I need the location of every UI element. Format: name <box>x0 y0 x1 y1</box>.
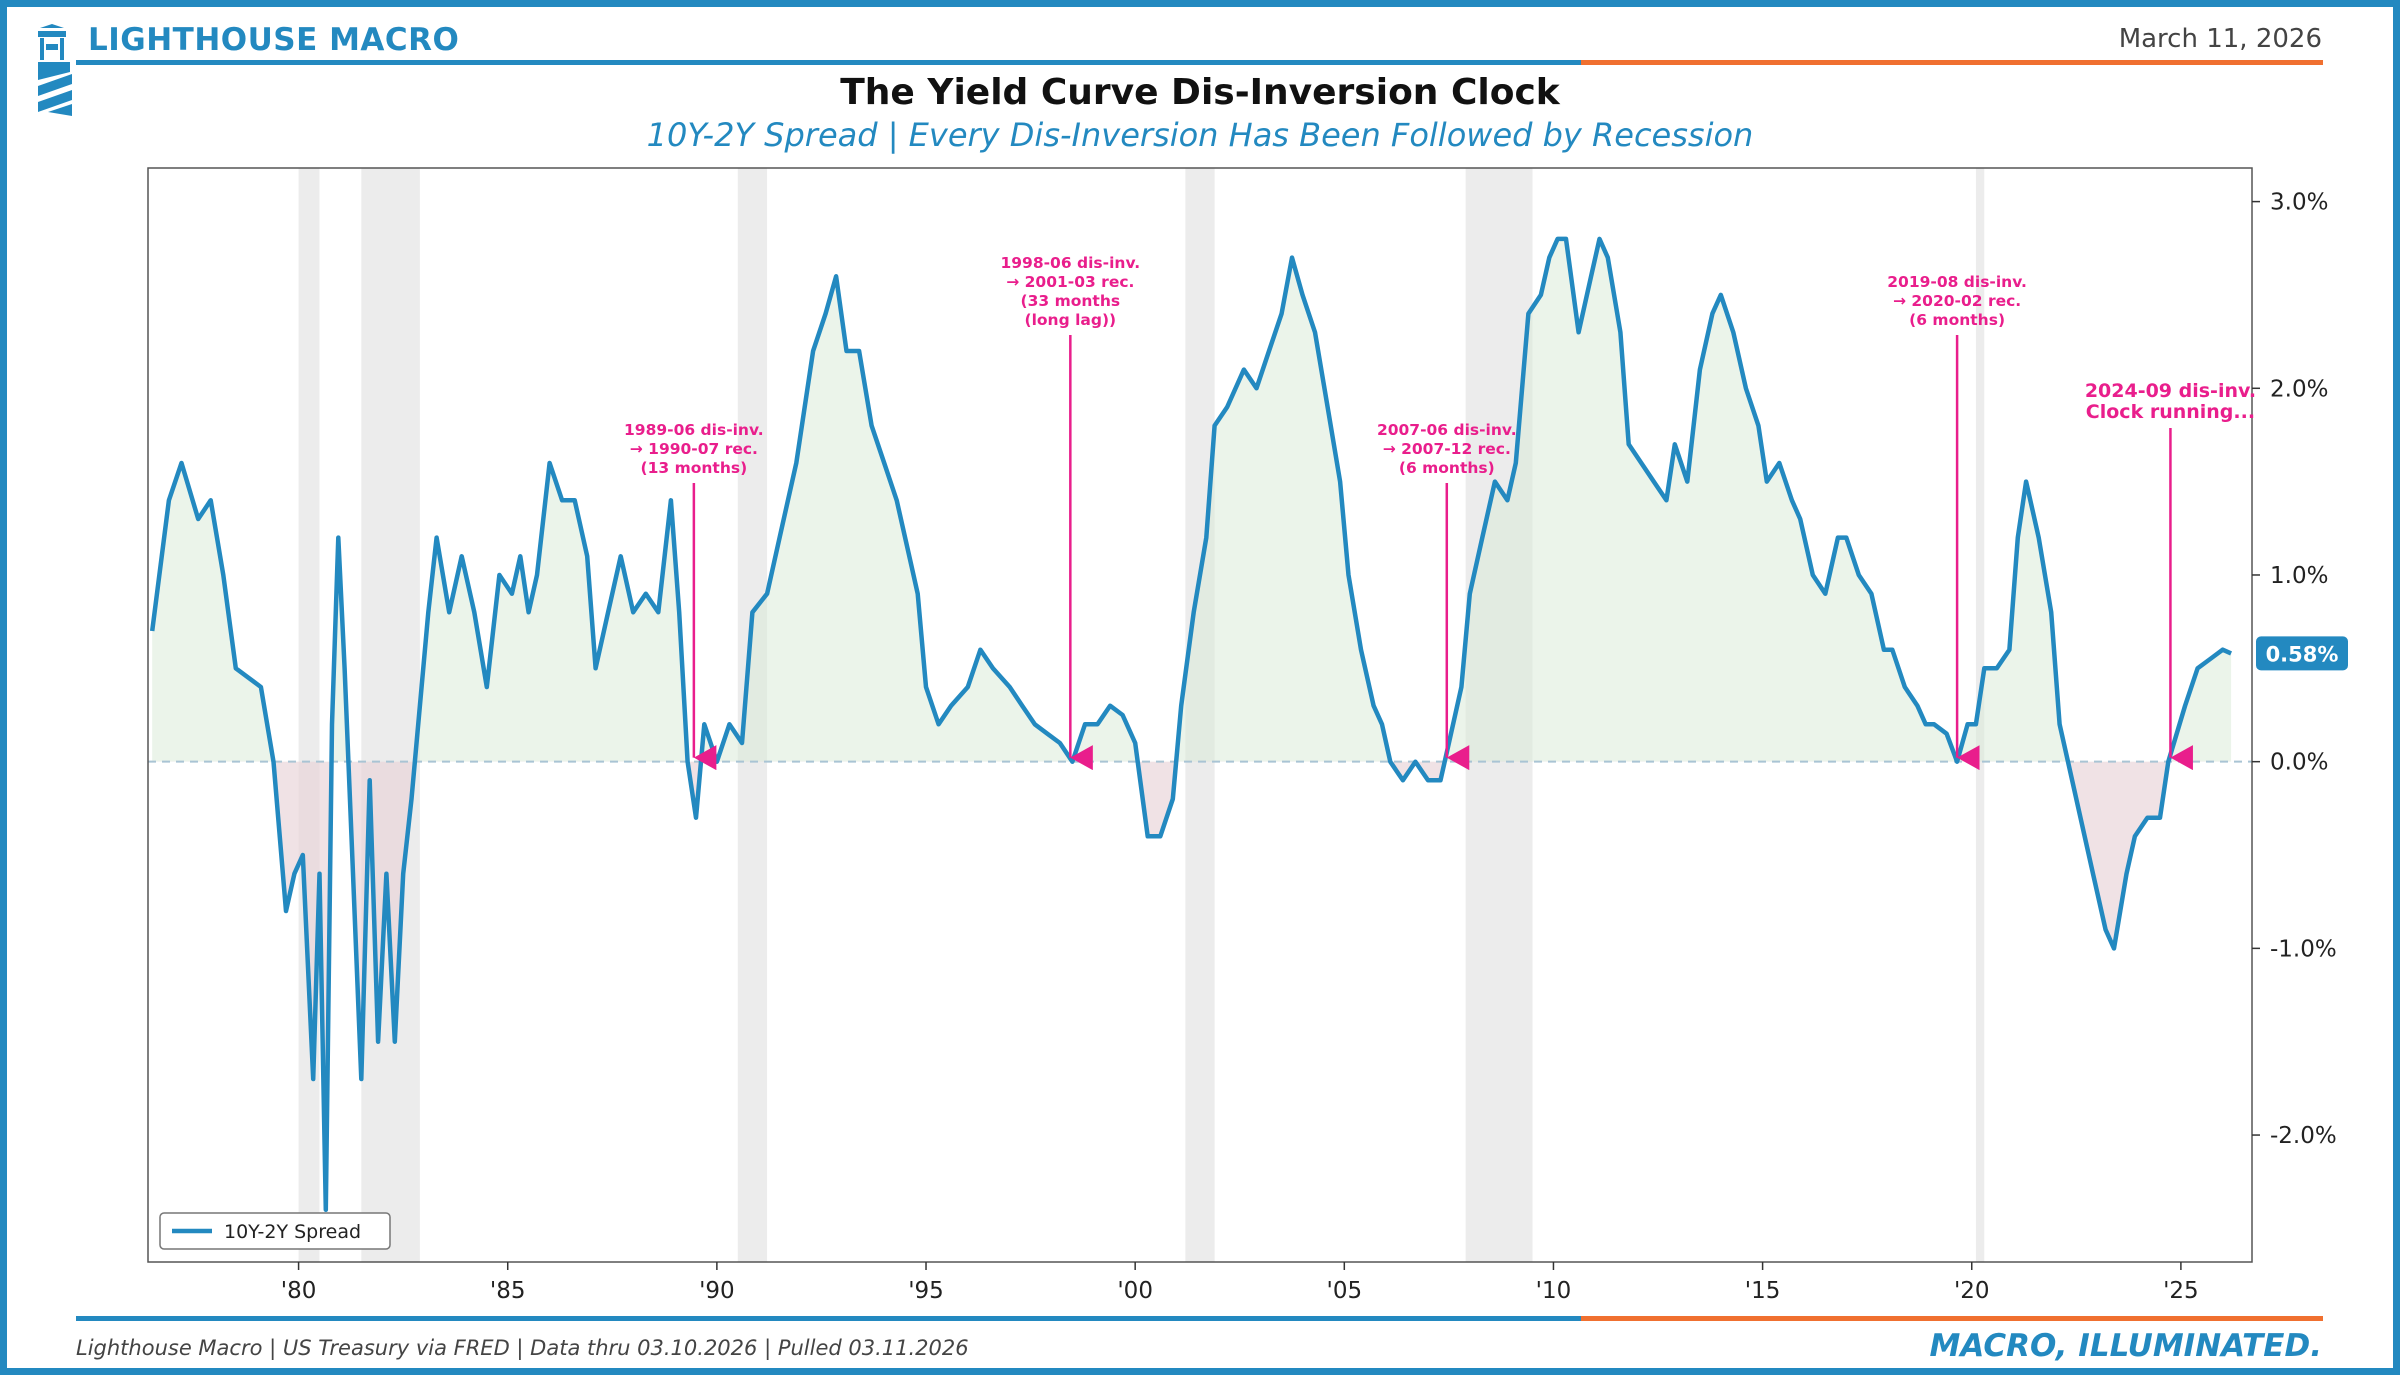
annotation-text: → 2007-12 rec. <box>1383 440 1511 458</box>
annotation-text: Clock running... <box>2086 401 2255 423</box>
report-date: March 11, 2026 <box>2118 24 2322 54</box>
annotation-text: → 2020-02 rec. <box>1893 292 2021 310</box>
x-tick-label: '05 <box>1327 1278 1363 1304</box>
annotation-text: (6 months) <box>1399 459 1495 477</box>
header-rule-orange <box>1581 60 2323 65</box>
lighthouse-logo-icon <box>38 24 72 116</box>
x-tick-label: '25 <box>2163 1278 2199 1304</box>
legend-box <box>159 1212 391 1250</box>
annotation-text: (long lag)) <box>1025 311 1117 329</box>
x-tick-label: '85 <box>490 1278 526 1304</box>
annotation-text: (33 months <box>1021 292 1121 310</box>
plot-border <box>147 167 2253 1263</box>
y-tick-label: 3.0% <box>2270 190 2328 216</box>
brand-name: LIGHTHOUSE MACRO <box>88 22 460 58</box>
last-value-label: 0.58% <box>2266 642 2339 666</box>
annotation-text: 2024-09 dis-inv. <box>2085 380 2256 402</box>
annotation-text: 2007-06 dis-inv. <box>1377 421 1517 439</box>
x-tick-label: '20 <box>1954 1278 1990 1304</box>
footer-rule-orange <box>1581 1316 2323 1321</box>
y-tick-label: -1.0% <box>2270 936 2337 962</box>
annotation-text: (13 months) <box>641 459 748 477</box>
chart-subtitle: 10Y-2Y Spread | Every Dis-Inversion Has … <box>646 116 1754 154</box>
recession-band <box>298 168 320 1262</box>
x-tick-label: '90 <box>699 1278 735 1304</box>
x-tick-label: '80 <box>281 1278 317 1304</box>
x-tick-label: '00 <box>1117 1278 1153 1304</box>
x-tick-label: '95 <box>908 1278 944 1304</box>
positive-area-fill <box>152 238 2232 762</box>
y-tick-label: 1.0% <box>2270 563 2328 589</box>
y-tick-label: -2.0% <box>2270 1123 2337 1149</box>
x-tick-label: '10 <box>1536 1278 1572 1304</box>
spread-series-line <box>149 236 2233 1212</box>
last-value-badge <box>2256 636 2348 671</box>
header-rule-blue <box>76 60 1581 65</box>
footer-rule-blue <box>76 1316 1581 1321</box>
annotation-text: (6 months) <box>1909 311 2005 329</box>
recession-band <box>361 168 420 1262</box>
annotation-text: 1989-06 dis-inv. <box>624 421 764 439</box>
annotation-text: → 1990-07 rec. <box>630 440 758 458</box>
y-tick-label: 2.0% <box>2270 376 2328 402</box>
tagline: MACRO, ILLUMINATED. <box>1929 1328 2322 1364</box>
source-note: Lighthouse Macro | US Treasury via FRED … <box>76 1336 969 1360</box>
legend-label: 10Y-2Y Spread <box>224 1221 361 1243</box>
chart-title: The Yield Curve Dis-Inversion Clock <box>840 72 1560 113</box>
y-tick-label: 0.0% <box>2270 750 2328 776</box>
annotation-text: 1998-06 dis-inv. <box>1000 254 1140 272</box>
annotation-text: → 2001-03 rec. <box>1006 273 1134 291</box>
x-tick-label: '15 <box>1745 1278 1781 1304</box>
annotation-text: 2019-08 dis-inv. <box>1887 273 2027 291</box>
